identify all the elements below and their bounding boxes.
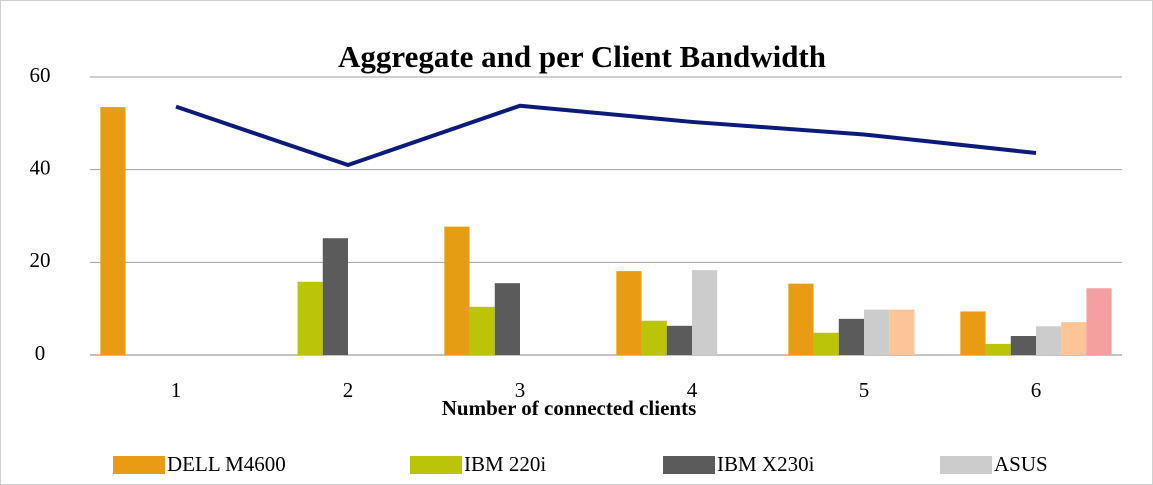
line-series xyxy=(175,103,1037,168)
bar xyxy=(960,311,986,355)
bar xyxy=(1086,288,1112,355)
bar xyxy=(1010,336,1036,355)
bar xyxy=(469,306,495,355)
bar xyxy=(985,343,1011,355)
x-tick-label: 4 xyxy=(687,378,698,402)
legend-label: DELL M4600 xyxy=(167,452,286,476)
y-tick-label: 20 xyxy=(30,248,51,272)
bar xyxy=(494,283,520,355)
legend-label: IBM 220i xyxy=(464,452,546,476)
x-tick-label: 5 xyxy=(859,378,870,402)
bar xyxy=(444,226,470,355)
bar xyxy=(692,270,718,355)
legend-swatch xyxy=(940,456,992,474)
bar xyxy=(322,238,348,355)
legend-label: ASUS xyxy=(994,452,1048,476)
legend-swatch xyxy=(410,456,462,474)
bar xyxy=(1036,326,1062,355)
bar xyxy=(100,107,126,355)
x-tick-label: 1 xyxy=(171,378,182,402)
bar xyxy=(788,283,814,355)
bar xyxy=(838,318,864,355)
chart-title: Aggregate and per Client Bandwidth xyxy=(338,39,826,74)
bar xyxy=(641,320,667,355)
x-axis-label: Number of connected clients xyxy=(442,396,697,420)
legend-swatch xyxy=(113,456,165,474)
x-tick-label: 3 xyxy=(515,378,526,402)
legend-swatch xyxy=(663,456,715,474)
bar xyxy=(813,332,839,355)
bar xyxy=(616,271,642,355)
bar xyxy=(889,309,915,355)
x-tick-label: 2 xyxy=(343,378,354,402)
legend-label: IBM X230i xyxy=(717,452,815,476)
y-tick-label: 40 xyxy=(30,155,51,179)
x-tick-label: 6 xyxy=(1031,378,1042,402)
bar xyxy=(864,309,890,355)
y-tick-label: 60 xyxy=(30,63,51,87)
bar xyxy=(666,325,692,355)
bar xyxy=(297,281,323,355)
y-tick-label: 0 xyxy=(35,341,46,365)
bar xyxy=(1061,322,1087,355)
